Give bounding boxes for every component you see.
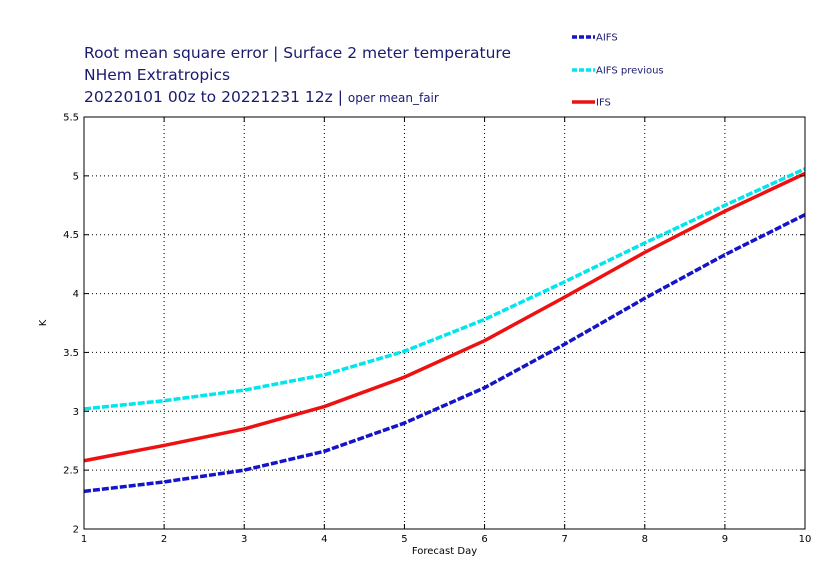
y-axis-label: K xyxy=(38,319,49,326)
legend: AIFS AIFS previous IFS xyxy=(572,33,664,109)
y-tick-label-0: 2 xyxy=(73,525,79,536)
legend-label-aifs-previous: AIFS previous xyxy=(596,66,664,77)
x-tick-label-6: 7 xyxy=(561,534,567,545)
chart-experiment: oper mean_fair xyxy=(347,91,439,105)
x-tick-label-7: 8 xyxy=(642,534,648,545)
x-tick-label-4: 5 xyxy=(401,534,407,545)
series-line-ifs xyxy=(83,171,806,463)
chart-period-range: 20220101 00z to 20221231 12z | xyxy=(84,88,343,106)
y-tick-label-2: 3 xyxy=(73,407,79,418)
legend-label-aifs: AIFS xyxy=(596,33,618,44)
chart-title: Root mean square error | Surface 2 meter… xyxy=(84,44,511,62)
x-tick-label-5: 6 xyxy=(481,534,487,545)
y-tick-label-4: 4 xyxy=(73,289,79,300)
y-tick-label-5: 4.5 xyxy=(63,230,79,241)
y-tick-label-3: 3.5 xyxy=(63,348,79,359)
y-tick-label-7: 5.5 xyxy=(63,113,79,124)
chart-period: 20220101 00z to 20221231 12z | oper mean… xyxy=(84,86,511,109)
axis-ticks: 22.533.544.555.51 2 3 4 5 6 7 8 9 10 xyxy=(63,113,811,546)
chart-title-block: Root mean square error | Surface 2 meter… xyxy=(84,42,511,109)
x-axis-label: Forecast Day xyxy=(412,546,477,557)
x-tick-label-9: 10 xyxy=(799,534,812,545)
x-tick-label-2: 3 xyxy=(241,534,247,545)
series-line-aifs-previous xyxy=(83,167,806,411)
grid-lines xyxy=(84,117,805,529)
legend-label-ifs: IFS xyxy=(596,98,611,109)
chart-region: NHem Extratropics xyxy=(84,66,231,84)
y-tick-label-1: 2.5 xyxy=(63,466,79,477)
series-line-aifs xyxy=(83,213,806,494)
x-tick-label-8: 9 xyxy=(722,534,728,545)
y-tick-label-6: 5 xyxy=(73,171,79,182)
x-tick-label-0: 1 xyxy=(81,534,87,545)
x-tick-label-1: 2 xyxy=(161,534,167,545)
plot-frame xyxy=(83,116,806,530)
x-tick-label-3: 4 xyxy=(321,534,327,545)
series-lines xyxy=(83,167,806,494)
